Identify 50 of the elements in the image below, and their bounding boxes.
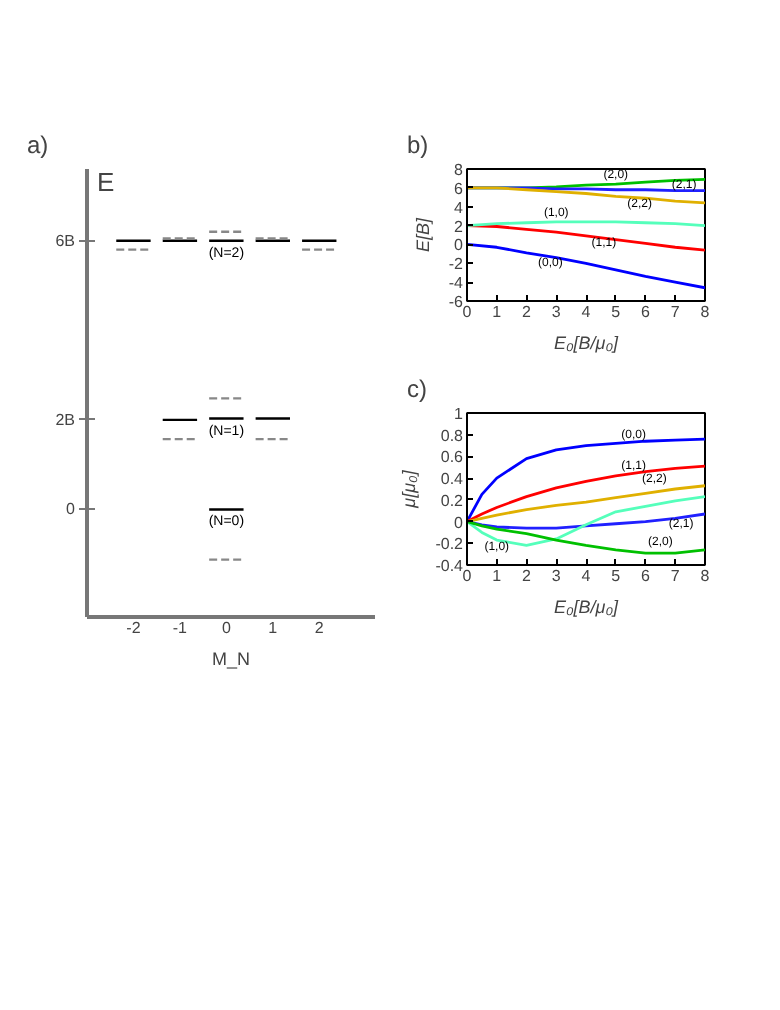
x-tick-label: -1 xyxy=(172,619,189,637)
x-axis-title: E₀[B/μ₀] xyxy=(553,333,620,353)
y-tick-label: 0.4 xyxy=(440,470,465,489)
y-tick-label: -2 xyxy=(448,255,465,274)
x-tick-label: 1 xyxy=(492,567,503,585)
y-tick-label: -4 xyxy=(448,274,465,293)
y-tick-label: 0 xyxy=(454,513,465,532)
y-tick-label: 2 xyxy=(454,217,465,236)
y-tick-label: -0.2 xyxy=(435,535,465,554)
y-axis-title: E[B] xyxy=(412,216,433,253)
x-tick-label: 6 xyxy=(641,303,652,321)
x-tick-label: 3 xyxy=(551,567,562,585)
y-tick-label: 6B xyxy=(55,231,76,250)
y-tick-label: 0.8 xyxy=(440,426,465,445)
x-tick-label: 7 xyxy=(670,567,681,585)
y-tick-label: 6 xyxy=(454,179,465,198)
chart-title: a) xyxy=(27,131,49,159)
chart-title: c) xyxy=(407,375,427,403)
y-tick-label: 2B xyxy=(55,410,76,429)
x-tick-label: 8 xyxy=(700,567,711,585)
y-axis-title: E xyxy=(97,167,115,197)
y-tick-label: 0.6 xyxy=(440,448,465,467)
y-tick-label: 0 xyxy=(454,236,465,255)
x-tick-label: 4 xyxy=(581,303,592,321)
line-series xyxy=(467,520,705,555)
x-tick-label: 4 xyxy=(581,567,592,585)
x-tick-label: 1 xyxy=(492,303,503,321)
y-tick-label: 0.2 xyxy=(440,491,465,510)
y-tick-label: -0.4 xyxy=(435,557,465,575)
x-tick-label: 2 xyxy=(522,567,533,585)
y-axis-title: μ[μ₀] xyxy=(399,469,420,510)
x-tick-label: 6 xyxy=(641,567,652,585)
x-tick-label: 0 xyxy=(221,619,232,637)
y-tick-label: 4 xyxy=(454,198,465,217)
x-axis-title: M_N xyxy=(212,649,251,669)
x-tick-label: 2 xyxy=(314,619,325,637)
y-tick-label: 8 xyxy=(454,161,465,179)
x-tick-label: 2 xyxy=(522,303,533,321)
y-tick-label: 0 xyxy=(66,500,77,519)
x-tick-label: 8 xyxy=(700,303,711,321)
x-tick-label: -2 xyxy=(126,619,142,637)
x-tick-label: 7 xyxy=(670,303,681,321)
x-tick-label: 3 xyxy=(551,303,562,321)
x-tick-label: 5 xyxy=(611,567,622,585)
x-tick-label: 5 xyxy=(611,303,622,321)
x-tick-label: 1 xyxy=(268,619,279,637)
chart-title: b) xyxy=(407,131,429,159)
y-tick-label: 1 xyxy=(454,405,465,423)
y-tick-label: -6 xyxy=(448,293,465,311)
x-axis-title: E₀[B/μ₀] xyxy=(553,597,620,617)
